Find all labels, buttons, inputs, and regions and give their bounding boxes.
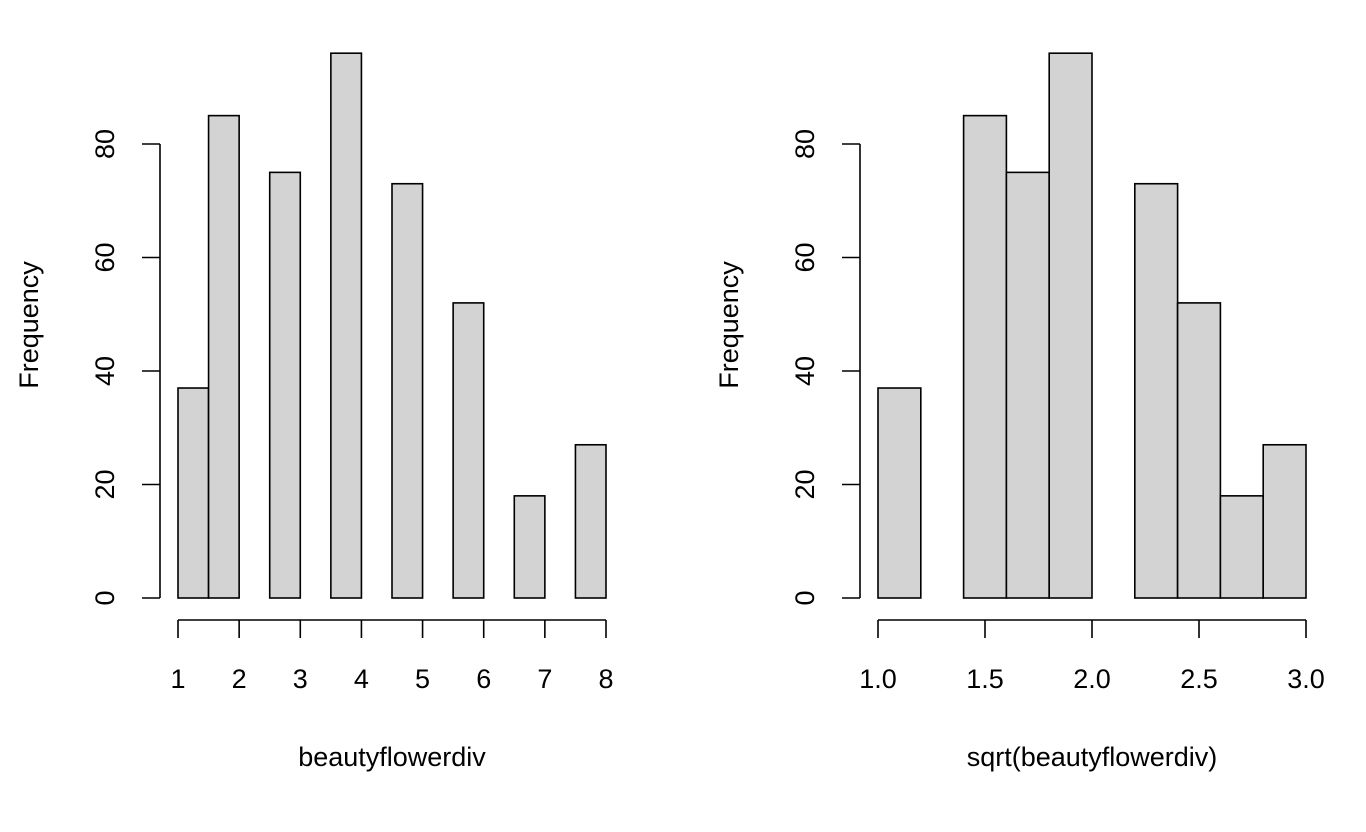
histogram-bar (574, 443, 607, 599)
x-tick-label: 2.0 (1073, 664, 1111, 694)
x-tick-label: 2 (232, 664, 247, 694)
x-tick-label: 7 (537, 664, 552, 694)
y-axis-title-left: Frequency (14, 261, 44, 389)
x-tick-label: 6 (476, 664, 491, 694)
histogram-bar (177, 387, 210, 599)
x-tick-label: 1.0 (859, 664, 897, 694)
x-tick-label: 1 (170, 664, 185, 694)
bars-right (877, 52, 1307, 599)
histogram-bar (207, 114, 240, 599)
y-tick-label: 0 (90, 590, 120, 605)
x-axis-title-left: beautyflowerdiv (298, 742, 486, 772)
x-axis-right: 1.0 1.5 2.0 2.5 3.0 (859, 619, 1325, 694)
histogram-bar (1134, 182, 1179, 599)
y-tick-label: 20 (90, 469, 120, 499)
y-axis-right: 0 20 40 60 80 (790, 129, 861, 606)
histogram-bar (1262, 443, 1307, 599)
y-tick-label: 40 (90, 356, 120, 386)
histogram-bar (1219, 495, 1265, 599)
histogram-panel-right: 1.0 1.5 2.0 2.5 3.0 0 20 40 60 80 sqrt(beautyflo… (714, 52, 1325, 772)
y-tick-label: 60 (90, 242, 120, 272)
bars-left (177, 52, 607, 599)
x-axis-title-right: sqrt(beautyflowerdiv) (967, 742, 1218, 772)
x-tick-label: 8 (598, 664, 613, 694)
histogram-panel-left: 1 2 3 4 5 6 7 8 0 20 40 60 80 beautyflowerdiv Frequ… (14, 52, 614, 772)
histogram-bar (1048, 52, 1093, 599)
y-tick-label: 80 (90, 129, 120, 159)
histogram-bar (513, 495, 546, 599)
histogram-bar (877, 387, 922, 599)
y-axis-title-right: Frequency (714, 261, 744, 389)
histogram-bar (330, 52, 363, 599)
x-tick-label: 3 (293, 664, 308, 694)
histogram-bar (962, 114, 1008, 599)
y-axis-left: 0 20 40 60 80 (90, 129, 161, 606)
x-tick-label: 3.0 (1287, 664, 1325, 694)
x-tick-label: 4 (354, 664, 369, 694)
y-tick-label: 60 (790, 242, 820, 272)
x-tick-label: 5 (415, 664, 430, 694)
y-tick-label: 0 (790, 590, 820, 605)
histogram-bar (452, 302, 485, 599)
x-tick-label: 2.5 (1180, 664, 1218, 694)
histogram-bar (391, 182, 424, 599)
y-tick-label: 80 (790, 129, 820, 159)
histogram-bar (268, 171, 302, 599)
y-tick-label: 40 (790, 356, 820, 386)
histogram-bar (1005, 171, 1051, 599)
x-axis-left: 1 2 3 4 5 6 7 8 (170, 619, 614, 694)
x-tick-label: 1.5 (966, 664, 1004, 694)
histogram-bar (1176, 302, 1222, 599)
y-tick-label: 20 (790, 469, 820, 499)
